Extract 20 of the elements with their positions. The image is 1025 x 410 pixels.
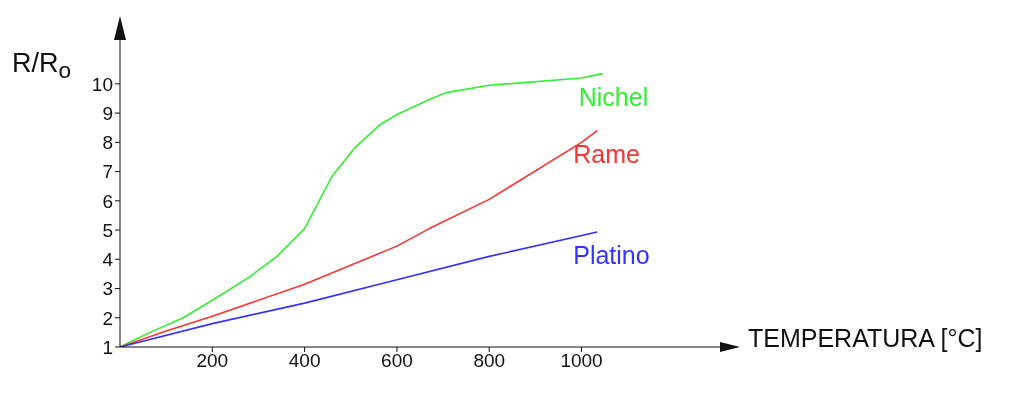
series-label: Rame (573, 139, 640, 168)
x-tick-label: 400 (288, 350, 321, 372)
y-tick-label: 6 (102, 190, 113, 212)
x-axis-title: TEMPERATURA [°C] (748, 324, 984, 352)
x-tick-label: 600 (381, 350, 413, 372)
series-label: Nichel (578, 82, 649, 111)
y-tick-label: 2 (102, 307, 113, 329)
y-tick-label: 8 (102, 132, 113, 154)
y-tick-label: 5 (102, 219, 113, 241)
y-tick-label: 7 (102, 161, 113, 183)
y-tick-label: 3 (102, 278, 113, 300)
x-tick-label: 200 (196, 350, 229, 372)
y-tick-label: 4 (102, 249, 114, 271)
series-label: Platino (573, 241, 650, 270)
x-tick-label: 800 (473, 350, 506, 372)
y-tick-label: 1 (102, 336, 113, 358)
x-tick-label: 1000 (560, 350, 603, 372)
y-tick-label: 10 (91, 73, 113, 95)
y-axis-title: R/R$_{o}$ (12, 48, 72, 85)
y-tick-label: 9 (102, 102, 113, 124)
